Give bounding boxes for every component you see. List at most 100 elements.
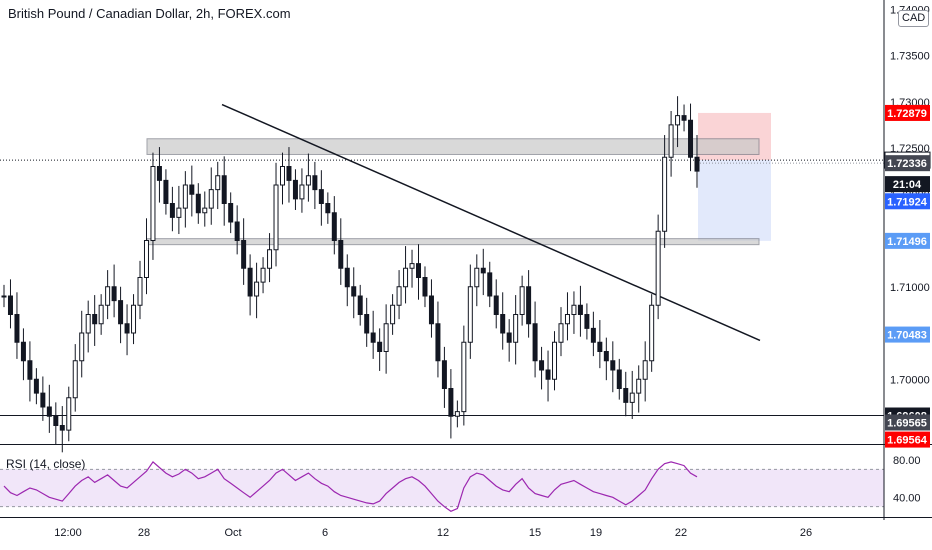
candle-body — [98, 304, 104, 325]
candle-body — [571, 304, 577, 315]
rsi-label[interactable]: RSI (14, close) — [6, 457, 86, 471]
candle-body — [105, 286, 111, 306]
candle-body — [500, 314, 506, 334]
candle-body — [623, 388, 629, 403]
candle-body — [325, 203, 331, 214]
price-badge: 1.69565 — [885, 414, 930, 431]
candle-body — [254, 281, 260, 297]
candle-body — [85, 314, 91, 334]
time-tick-label: 15 — [529, 527, 541, 539]
candle-body — [156, 166, 162, 181]
trendline — [221, 103, 761, 342]
candle-body — [422, 277, 428, 297]
candle-body — [273, 184, 279, 251]
price-tick-label: 1.71000 — [890, 282, 930, 294]
candle-body — [169, 203, 175, 218]
price-badge-label: 1.71924 — [887, 196, 928, 208]
take-profit-zone — [698, 160, 771, 241]
candle-body — [14, 314, 20, 343]
candle-body — [493, 295, 499, 315]
candle-body — [221, 175, 227, 204]
candle-body — [118, 300, 124, 325]
candle-body — [279, 166, 285, 186]
price-badge-label: 1.72879 — [887, 108, 927, 120]
candle-body — [182, 184, 188, 209]
candle-body — [383, 323, 389, 352]
price-badge: 1.69564 — [885, 431, 930, 448]
candle-body — [597, 341, 603, 352]
rsi-tick-label: 40.00 — [893, 492, 921, 504]
candle-body — [590, 327, 596, 343]
candle-body — [92, 314, 98, 325]
rsi-pane — [0, 461, 884, 512]
candle-body — [539, 360, 545, 371]
candle-body — [331, 212, 337, 241]
candle-body — [189, 184, 195, 195]
candle-body — [124, 323, 130, 334]
candle-body — [454, 411, 460, 417]
candle-body — [1, 295, 7, 298]
candle-body — [150, 166, 156, 241]
rsi-tick-label: 80.00 — [893, 455, 921, 467]
candle-body — [467, 286, 473, 343]
candle-body — [202, 207, 208, 214]
candle-body — [344, 267, 350, 288]
candle-body — [66, 397, 72, 431]
candle-body — [163, 179, 169, 204]
candle-body — [286, 166, 292, 181]
currency-badge[interactable]: CAD — [898, 10, 930, 27]
time-tick-label: 12 — [437, 527, 449, 539]
candle-body — [377, 341, 383, 352]
candle-body — [655, 230, 661, 306]
price-badge-label: 1.70483 — [887, 330, 927, 342]
price-badge-label: 21:04 — [893, 179, 922, 191]
candle-body — [292, 179, 298, 200]
candle-body — [7, 295, 13, 315]
price-tick-label: 1.70000 — [890, 374, 930, 386]
candle-body — [513, 314, 519, 343]
candle-body — [603, 351, 609, 362]
candle-body — [474, 267, 480, 288]
time-tick-label: 22 — [675, 527, 687, 539]
candle-body — [357, 295, 363, 315]
candle-body — [364, 314, 370, 334]
candle-body — [338, 240, 344, 269]
candle-body — [46, 406, 52, 417]
candle-body — [27, 360, 33, 380]
candle-body — [234, 221, 240, 241]
rsi-band — [0, 469, 884, 507]
candle-body — [396, 286, 402, 306]
candle-body — [208, 189, 214, 209]
price-badge: 1.71924 — [885, 193, 930, 210]
price-tick-label: 1.73500 — [890, 51, 930, 63]
candle-body — [137, 277, 143, 306]
candle-body — [577, 304, 583, 315]
candle-body — [59, 425, 65, 431]
candle-body — [215, 175, 221, 191]
candle-body — [370, 332, 376, 343]
candle-body — [312, 175, 318, 191]
time-tick-label: Oct — [224, 527, 241, 539]
candle-body — [616, 369, 622, 389]
price-badge: 1.72336 — [885, 155, 930, 172]
candle-body — [79, 332, 85, 362]
candle-body — [72, 360, 78, 399]
time-tick-label: 19 — [590, 527, 602, 539]
candle-body — [688, 119, 694, 158]
candle-body — [545, 369, 551, 380]
candle-body — [40, 392, 46, 408]
candle-body — [403, 267, 409, 288]
candle-body — [247, 267, 253, 297]
candle-body — [318, 189, 324, 204]
chart-title: British Pound / Canadian Dollar, 2h, FOR… — [8, 6, 291, 21]
candle-body — [636, 378, 642, 394]
rsi-line — [3, 461, 698, 512]
sr-zone-0 — [146, 138, 760, 155]
candle-body — [409, 263, 415, 269]
candle-body — [552, 341, 558, 380]
time-tick-label: 28 — [138, 527, 150, 539]
candle-body — [675, 115, 681, 126]
